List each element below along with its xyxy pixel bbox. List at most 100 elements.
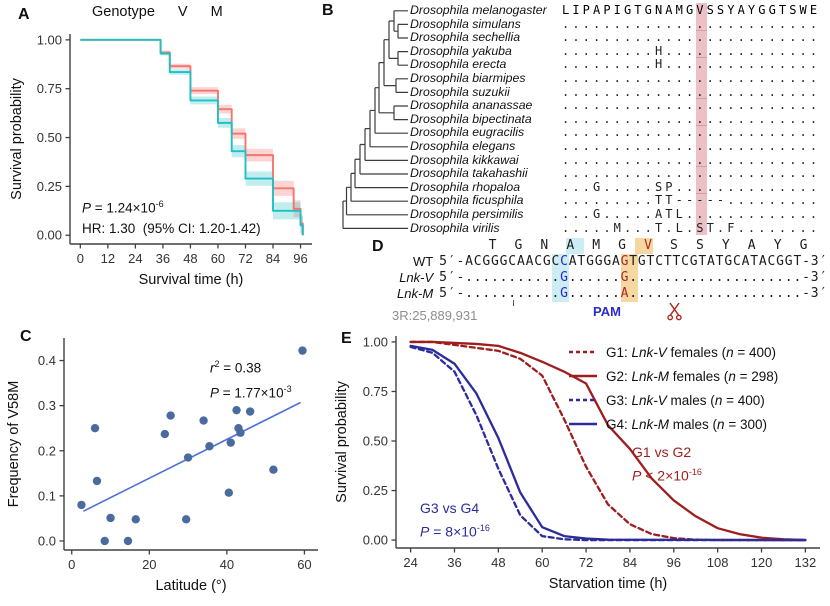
- alignment-row: ...G.....SP..............: [562, 179, 821, 194]
- svg-text:Survival probability: Survival probability: [334, 380, 350, 502]
- alignment-row: .........................: [562, 30, 821, 45]
- svg-text:0.3: 0.3: [38, 398, 56, 413]
- svg-text:120: 120: [751, 555, 773, 570]
- latitude-scatter-chart: 0 20 40 60 0.0 0.1 0.2 0.3 0.4 Latitude (°) Freque…: [6, 338, 318, 594]
- panel-e: E 24 36 48 60 72 84 96 108 120 132 0.00 0.25 0.50 0.7…: [332, 318, 830, 606]
- species-name: Drosophila elegans: [410, 138, 516, 153]
- panel-b-label: B: [322, 2, 334, 19]
- alignment-row: .....M...T.L.ST.F........: [562, 220, 821, 235]
- svg-text:1.00: 1.00: [363, 334, 388, 349]
- legend-line-swatch: [569, 398, 597, 402]
- svg-text:0: 0: [77, 251, 84, 266]
- svg-text:84: 84: [266, 251, 280, 266]
- svg-text:108: 108: [707, 555, 729, 570]
- species-name: Drosophila erecta: [410, 57, 507, 72]
- species-name: Drosophila takahashii: [410, 166, 528, 181]
- panel-d-label: D: [372, 238, 384, 255]
- svg-text:84: 84: [623, 555, 637, 570]
- panel-c-label: C: [20, 328, 32, 345]
- svg-text:Frequency of V58M: Frequency of V58M: [6, 381, 22, 508]
- species-name: Drosophila virilis: [410, 220, 500, 235]
- phylogenetic-tree: [342, 10, 408, 229]
- legend-label: V: [177, 4, 188, 20]
- p-value-text: P = 1.77×10-3: [210, 383, 292, 401]
- alignment-row: .........H...............: [562, 57, 821, 72]
- legend-label: M: [210, 4, 223, 20]
- species-name: Drosophila kikkawai: [410, 152, 519, 167]
- svg-text:12: 12: [101, 251, 115, 266]
- svg-text:60: 60: [297, 557, 311, 572]
- svg-text:24: 24: [403, 555, 417, 570]
- svg-text:72: 72: [238, 251, 252, 266]
- svg-text:0.00: 0.00: [37, 228, 62, 243]
- svg-text:Survival probability: Survival probability: [9, 77, 25, 199]
- svg-text:0.1: 0.1: [38, 488, 56, 503]
- pam-label: PAM: [593, 304, 621, 319]
- alignment-row: .........................: [562, 152, 821, 167]
- panel-a-label: A: [18, 6, 30, 23]
- svg-text:0: 0: [68, 557, 75, 572]
- legend-entry-g4: G4: Lnk-M males (n = 300): [568, 412, 778, 436]
- species-name: Drosophila melanogaster: [410, 3, 547, 17]
- dna-row: Lnk-V 5′-...........G......G.............…: [392, 270, 828, 286]
- legend-entry-g1: G1: Lnk-V females (n = 400): [568, 340, 778, 364]
- svg-text:0.0: 0.0: [38, 533, 56, 548]
- row-label: [392, 238, 454, 254]
- alignment-row: .........................: [562, 125, 821, 140]
- alignment-row: .........................: [562, 84, 821, 99]
- panel-d: D T G N A M G V S S Y A Y G WT 5′-ACGGGCAA…: [366, 236, 830, 336]
- row-label: Lnk-V: [399, 270, 434, 285]
- hazard-ratio-text: HR: 1.30 (95% CI: 1.20-1.42): [82, 220, 261, 236]
- r-squared-text: r2 = 0.38: [210, 359, 262, 376]
- row-label: WT: [412, 254, 434, 269]
- panel-a-stats: P = 1.24×10-6 HR: 1.30 (95% CI: 1.20-1.4…: [82, 194, 261, 239]
- p-value-text: P = 1.24×10-6: [82, 199, 164, 216]
- dna-row: WT 5′-ACGGGCAACGCCATGGGAGTGTCTTCGTATGCATA…: [392, 254, 828, 270]
- svg-text:60: 60: [535, 555, 549, 570]
- species-name: Drosophila sechellia: [410, 30, 521, 45]
- species-name: Drosophila eugracilis: [410, 125, 525, 140]
- alignment-row: ...G.....ATL.............: [562, 206, 821, 221]
- svg-text:0.2: 0.2: [38, 443, 56, 458]
- alignment-row: LIPAPIGTGNAMGVSSYAYGGTSWE: [562, 3, 821, 17]
- svg-text:0.50: 0.50: [37, 130, 62, 145]
- species-name: Drosophila bipectinata: [410, 111, 532, 126]
- species-name: Drosophila yakuba: [410, 43, 512, 58]
- starvation-chart: 24 36 48 60 72 84 96 108 120 132 0.00 0.25 0.50 0.75 1…: [334, 334, 820, 592]
- svg-text:Survival time (h): Survival time (h): [139, 272, 244, 288]
- svg-text:0.75: 0.75: [37, 81, 62, 96]
- svg-text:36: 36: [447, 555, 461, 570]
- legend-line-swatch: [569, 422, 597, 426]
- species-name: Drosophila rhopaloa: [410, 179, 521, 194]
- legend-line-swatch: [569, 350, 597, 354]
- svg-text:40: 40: [220, 557, 234, 572]
- species-name: Drosophila biarmipes: [410, 70, 526, 85]
- svg-text:96: 96: [293, 251, 307, 266]
- survival-chart: 0 12 24 36 48 60 72 84 96 0.00 0.25 0.50 0.75 1.00 Sur…: [9, 32, 312, 288]
- legend-entry-g3: G3: Lnk-V males (n = 400): [568, 388, 778, 412]
- species-name: Drosophila persimilis: [410, 206, 524, 221]
- svg-text:0.4: 0.4: [38, 353, 56, 368]
- legend-title: Genotype: [92, 4, 155, 20]
- crispr-alignment: T G N A M G V S S Y A Y G WT 5′-ACGGGCAACG…: [392, 238, 828, 323]
- scissors-icon: [667, 302, 682, 321]
- alignment-row: .........H...............: [562, 43, 821, 58]
- tree-branches: [342, 10, 408, 229]
- alignment-row: .........................: [562, 166, 821, 181]
- species-name: Drosophila ficusphila: [410, 193, 524, 208]
- svg-text:24: 24: [128, 251, 142, 266]
- svg-text:1.00: 1.00: [37, 32, 62, 47]
- genomic-position-tick: [513, 300, 515, 306]
- species-list: Drosophila melanogaster Drosophila simula…: [410, 3, 560, 235]
- alignment-row: .........TT-----.........: [562, 193, 821, 208]
- alignment-row: .........................: [562, 98, 821, 113]
- starvation-legend: G1: Lnk-V females (n = 400) G2: Lnk-M fem…: [568, 340, 778, 436]
- svg-text:60: 60: [211, 251, 225, 266]
- svg-text:132: 132: [795, 555, 817, 570]
- svg-text:0.50: 0.50: [363, 434, 388, 449]
- dna-row: Lnk-M 5′-...........G......A.............…: [392, 286, 828, 302]
